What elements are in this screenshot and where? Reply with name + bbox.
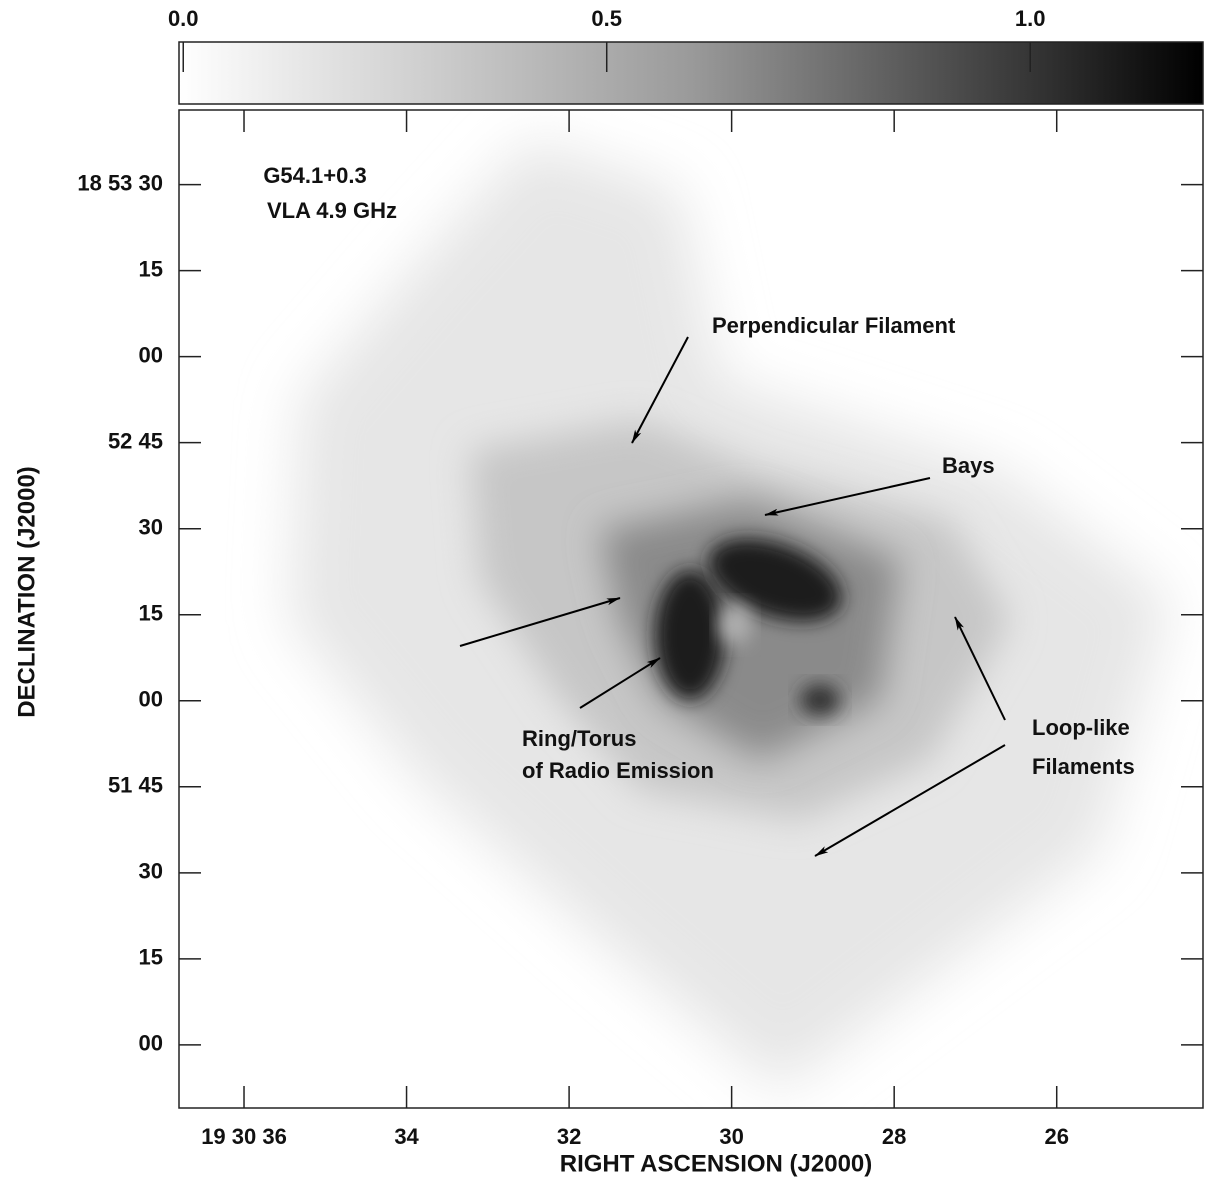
annotation: G54.1+0.3 bbox=[263, 163, 366, 188]
annotation: Filaments bbox=[1032, 754, 1135, 779]
annotation-arrows bbox=[459, 336, 1006, 857]
annotation: of Radio Emission bbox=[522, 758, 714, 783]
colorbar-tick-label: 0.0 bbox=[168, 6, 199, 31]
x-tick-label: 30 bbox=[719, 1124, 743, 1149]
x-tick-label: 28 bbox=[882, 1124, 906, 1149]
x-tick-label: 32 bbox=[557, 1124, 581, 1149]
y-tick-label: 18 53 30 bbox=[77, 170, 163, 195]
x-tick-label: 26 bbox=[1044, 1124, 1068, 1149]
y-tick-label: 15 bbox=[139, 256, 163, 281]
colorbar-tick-label: 1.0 bbox=[1015, 6, 1046, 31]
colorbar-tick-label: 0.5 bbox=[591, 6, 622, 31]
y-tick-label: 51 45 bbox=[108, 773, 163, 798]
annotation: VLA 4.9 GHz bbox=[267, 198, 397, 223]
annotation: Loop-like bbox=[1032, 715, 1130, 740]
y-tick-label: 00 bbox=[139, 1031, 163, 1056]
y-tick-label: 30 bbox=[139, 515, 163, 540]
colorbar bbox=[178, 41, 1204, 105]
y-tick-label: 00 bbox=[139, 687, 163, 712]
y-tick-label: 52 45 bbox=[108, 428, 163, 453]
x-tick-label: 34 bbox=[394, 1124, 419, 1149]
x-axis-title: RIGHT ASCENSION (J2000) bbox=[560, 1150, 873, 1177]
x-tick-label: 19 30 36 bbox=[201, 1124, 287, 1149]
radio-image bbox=[290, 140, 1170, 1090]
y-tick-label: 30 bbox=[139, 859, 163, 884]
y-tick-label: 15 bbox=[139, 601, 163, 626]
annotation: Bays bbox=[942, 453, 995, 478]
annotation: Perpendicular Filament bbox=[712, 313, 956, 338]
y-tick-label: 15 bbox=[139, 945, 163, 970]
y-axis-title: DECLINATION (J2000) bbox=[13, 466, 40, 718]
y-tick-label: 00 bbox=[139, 342, 163, 367]
plot-frame bbox=[178, 109, 1204, 1109]
annotation: Ring/Torus bbox=[522, 726, 636, 751]
